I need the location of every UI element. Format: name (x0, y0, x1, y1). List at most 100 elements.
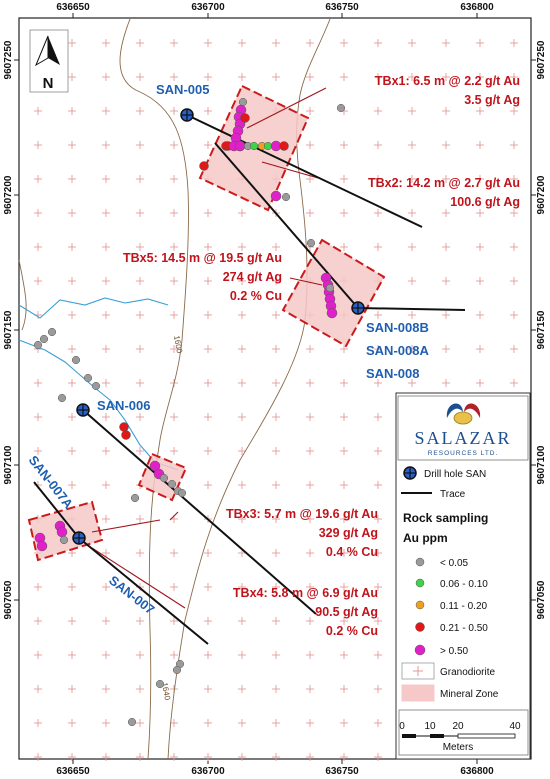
legend-drill-hole-icon (403, 466, 417, 480)
y-tick-labels-right: 9607250 9607200 9607150 9607100 9607050 (536, 40, 547, 619)
rock-sample-dot (159, 473, 169, 483)
legend-mineral-zone-label: Mineral Zone (440, 689, 499, 700)
annotation-line: 274 g/t Ag (223, 270, 282, 284)
legend-class-swatch (415, 578, 425, 588)
y-tick-label: 9607200 (3, 175, 14, 214)
annotation-tbx1: TBx1: 6.5 m @ 2.2 g/t Au 3.5 g/t Ag (375, 74, 520, 107)
rock-sample-dot (306, 238, 316, 248)
rock-sample-dot (172, 665, 182, 675)
contour-line-1640 (167, 18, 331, 760)
annotation-line: 0.4 % Cu (326, 545, 378, 559)
rock-sample-dot (325, 283, 335, 293)
rock-sample-dot (39, 334, 49, 344)
rock-sample-dot (263, 141, 273, 151)
legend-class-label: < 0.05 (440, 558, 469, 569)
streams (18, 297, 179, 471)
trace-san-007 (78, 537, 209, 645)
annotation-line: TBx5: 14.5 m @ 19.5 g/t Au (123, 251, 282, 265)
legend-class-label: > 0.50 (440, 646, 469, 657)
annotation-tbx4: TBx4: 5.8 m @ 6.9 g/t Au 90.5 g/t Ag 0.2… (233, 586, 378, 638)
trace-san-008b (357, 307, 466, 311)
y-tick-label: 9607250 (536, 40, 547, 79)
x-tick-labels-bottom: 636650 636700 636750 636800 (56, 766, 494, 777)
rock-sample-dot (127, 717, 137, 727)
legend-drill-hole-label: Drill hole SAN (424, 469, 486, 480)
annotation-line: TBx2: 14.2 m @ 2.7 g/t Au (368, 176, 520, 190)
x-tick-label: 636750 (325, 766, 359, 777)
legend-class-swatch (415, 622, 425, 632)
rock-sample-dot (177, 488, 187, 498)
stream-upper (18, 297, 169, 319)
hole-label-san-008: SAN-008 (366, 366, 419, 381)
annotation-line: TBx1: 6.5 m @ 2.2 g/t Au (375, 74, 520, 88)
rock-sample-dot (167, 479, 177, 489)
legend-class-swatch (415, 600, 425, 610)
legend-class-swatch (415, 557, 425, 567)
trace-san-007a (33, 481, 80, 539)
rock-sample-dot (59, 535, 69, 545)
rock-sample-dot (83, 373, 93, 383)
rock-sample-dot (121, 430, 131, 440)
rock-sample-dot (281, 192, 291, 202)
rock-sample-dot (130, 493, 140, 503)
rock-sample-dot (238, 97, 248, 107)
legend-au-ppm-title: Au ppm (403, 531, 448, 545)
annotation-tbx2: TBx2: 14.2 m @ 2.7 g/t Au 100.6 g/t Ag (368, 176, 520, 209)
x-tick-label: 636650 (56, 766, 90, 777)
trace-san-008 (214, 142, 359, 309)
annotation-line: 100.6 g/t Ag (450, 195, 520, 209)
contour-lines (18, 18, 331, 760)
y-tick-label: 9607100 (3, 445, 14, 484)
north-arrow-icon (48, 36, 60, 65)
y-tick-label: 9607150 (3, 310, 14, 349)
annotation-line: 329 g/t Ag (319, 526, 378, 540)
company-name: SALAZAR (414, 428, 511, 448)
rock-sample-dot (234, 140, 246, 152)
company-logo-box (397, 395, 529, 461)
stream-lower (18, 339, 179, 471)
scale-tick-label: 10 (424, 721, 436, 732)
rock-sample-dot (279, 141, 289, 151)
rock-samples (33, 97, 346, 727)
rock-sample-dot (240, 113, 250, 123)
north-arrow: N (29, 29, 69, 93)
x-tick-label: 636800 (460, 2, 494, 13)
rock-sample-dot (47, 327, 57, 337)
company-subtitle: RESOURCES LTD. (428, 450, 499, 457)
y-tick-label: 9607050 (536, 580, 547, 619)
legend-class-swatch (414, 644, 426, 656)
x-tick-label: 636700 (191, 2, 225, 13)
drill-hole-san-007-icon (72, 531, 86, 545)
rock-sample-dot (91, 381, 101, 391)
annotation-line: TBx3: 5.7 m @ 19.6 g/t Au (226, 507, 378, 521)
contour-line-1600 (119, 18, 189, 760)
scale-tick-label: 0 (399, 721, 405, 732)
legend-class-label: 0.06 - 0.10 (440, 579, 488, 590)
x-tick-labels-top: 636650 636700 636750 636800 (56, 2, 494, 13)
x-tick-label: 636650 (56, 2, 90, 13)
axis-ticks (14, 13, 536, 764)
annotation-line: 0.2 % Cu (326, 624, 378, 638)
scale-tick-label: 40 (509, 721, 521, 732)
trace-san-005 (186, 114, 423, 228)
drill-hole-collars (72, 108, 365, 545)
rock-sample-dot (71, 355, 81, 365)
trace-san-006 (82, 409, 317, 615)
rock-sample-dot (336, 103, 346, 113)
rock-sample-dot (326, 307, 338, 319)
drill-hole-san-008-icon (351, 301, 365, 315)
contour-label: 1600 (172, 335, 184, 355)
hole-label-san-006: SAN-006 (97, 398, 150, 413)
y-tick-label: 9607250 (3, 40, 14, 79)
annotation-line: 90.5 g/t Ag (315, 605, 378, 619)
y-tick-labels-left: 9607250 9607200 9607150 9607100 9607050 (3, 40, 14, 619)
x-tick-label: 636750 (325, 2, 359, 13)
legend-rock-sampling-title: Rock sampling (403, 511, 488, 525)
x-tick-label: 636700 (191, 766, 225, 777)
rock-sample-dot (56, 526, 68, 538)
drill-hole-san-006-icon (76, 403, 90, 417)
legend: SALAZAR RESOURCES LTD. Drill hole SAN Tr… (395, 392, 531, 760)
hole-label-san-008b: SAN-008B (366, 320, 429, 335)
drill-traces (33, 114, 466, 645)
